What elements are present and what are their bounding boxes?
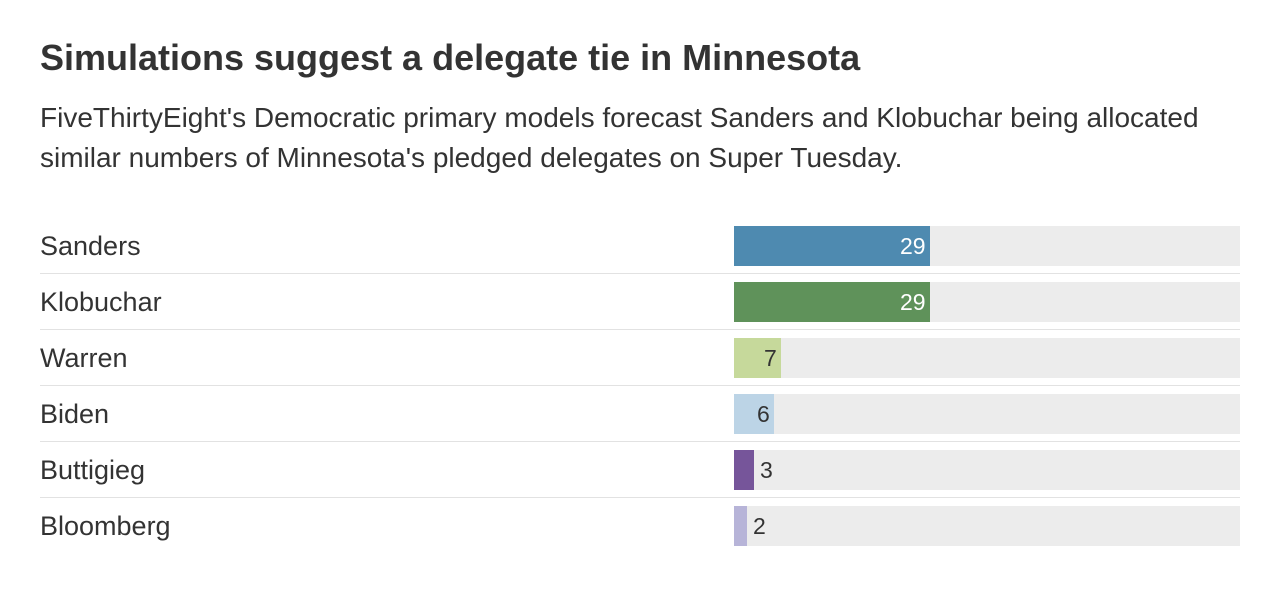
bar-track: 2	[734, 506, 1240, 546]
value-label: 6	[757, 401, 770, 427]
bar-track: 29	[734, 282, 1240, 322]
chart-title: Simulations suggest a delegate tie in Mi…	[40, 37, 861, 78]
category-label: Klobuchar	[40, 287, 162, 317]
bar-track: 29	[734, 226, 1240, 266]
bar-row: Buttigieg 3	[40, 442, 1240, 498]
category-label: Bloomberg	[40, 511, 171, 541]
category-label: Buttigieg	[40, 455, 146, 485]
value-label: 29	[900, 233, 926, 259]
category-label: Warren	[40, 343, 128, 373]
value-label: 3	[760, 457, 773, 483]
bar	[734, 506, 747, 546]
value-label: 29	[900, 289, 926, 315]
category-label: Sanders	[40, 231, 141, 261]
bar	[734, 338, 781, 378]
value-label: 2	[753, 513, 766, 539]
bar-row: Warren 7	[40, 330, 1240, 386]
bar	[734, 226, 930, 266]
chart-subtitle: FiveThirtyEight's Democratic primary mod…	[40, 102, 1199, 173]
bar-track: 6	[734, 394, 1240, 434]
bar-chart: Sanders 29 Klobuchar 29 Warren 7 Biden 6 Buttigi…	[40, 218, 1240, 554]
bar-row: Biden 6	[40, 386, 1240, 442]
bar	[734, 282, 930, 322]
bar	[734, 394, 774, 434]
bar-row: Bloomberg 2	[40, 498, 1240, 554]
bar-row: Klobuchar 29	[40, 274, 1240, 330]
category-label: Biden	[40, 399, 110, 429]
bar-track: 7	[734, 338, 1240, 378]
bar	[734, 450, 754, 490]
bar-track: 3	[734, 450, 1240, 490]
value-label: 7	[764, 345, 777, 371]
bar-row: Sanders 29	[40, 218, 1240, 274]
